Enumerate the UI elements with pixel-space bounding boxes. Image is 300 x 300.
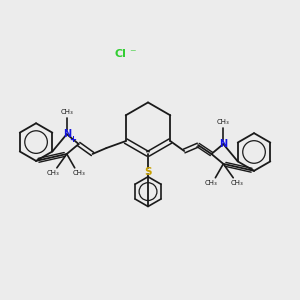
Text: CH₃: CH₃ [205,180,218,186]
Text: CH₃: CH₃ [231,180,244,186]
Text: CH₃: CH₃ [217,119,230,125]
Text: +: + [69,135,76,144]
Text: N: N [219,139,227,149]
Text: ⁻: ⁻ [129,47,136,60]
Text: CH₃: CH₃ [72,170,85,176]
Text: Cl: Cl [114,49,126,59]
Text: N: N [63,129,71,139]
Text: CH₃: CH₃ [60,110,73,116]
Text: S: S [144,167,152,177]
Text: CH₃: CH₃ [46,170,59,176]
